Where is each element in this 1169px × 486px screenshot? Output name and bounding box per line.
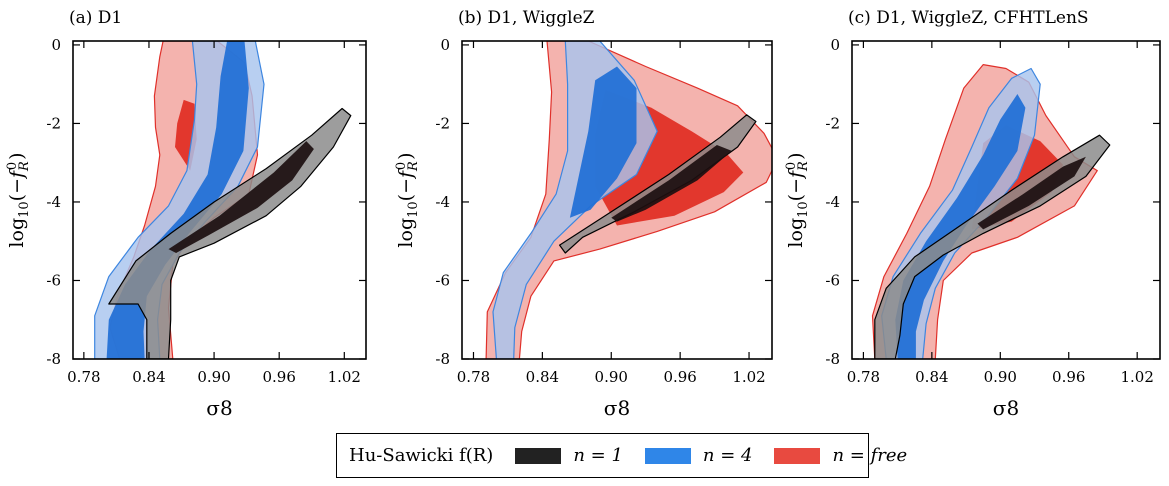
legend-swatch-n1 — [515, 447, 562, 464]
y-tick-label: -6 — [825, 271, 840, 289]
y-tick-label: -4 — [46, 193, 61, 211]
x-tick-label: 0.84 — [132, 368, 165, 386]
legend-label-nfree: n = free — [832, 445, 908, 466]
y-axis-label: log10(−fR0) — [5, 152, 32, 247]
x-tick-label: 0.78 — [457, 368, 490, 386]
x-tick-label: 0.96 — [262, 368, 295, 386]
y-tick-label: 0 — [830, 36, 840, 54]
y-tick-label: -8 — [825, 350, 840, 368]
contour-n1-68 — [168, 141, 314, 253]
panel-1: 0.78 0.84 0.90 0.96 1.02 0 -2 -4 -6 -8 (a) D1 σ8 log… — [5, 8, 367, 420]
panel-title: (a) D1 — [69, 8, 122, 28]
panel-title: (c) D1, WiggleZ, CFHTLenS — [848, 8, 1089, 28]
y-tick-label: -8 — [435, 350, 450, 368]
x-tick-label: 0.84 — [915, 368, 948, 386]
legend-entry-n1: n = 1 — [515, 445, 623, 466]
legend-entry-n4: n = 4 — [644, 445, 753, 466]
panel-title: (b) D1, WiggleZ — [458, 8, 595, 28]
y-tick-label: -4 — [435, 193, 450, 211]
contour-n4-68 — [569, 66, 637, 218]
legend-swatch-n4 — [644, 447, 691, 464]
x-tick-label: 1.02 — [732, 368, 765, 386]
x-tick-label: 1.02 — [328, 368, 361, 386]
x-tick-label: 0.78 — [847, 368, 880, 386]
plot-frame — [461, 40, 773, 360]
plot-frame — [72, 40, 367, 360]
y-axis-label: log10(−fR0) — [394, 152, 421, 247]
x-axis-label: σ8 — [206, 396, 232, 420]
y-tick-label: -2 — [46, 114, 61, 132]
x-axis-label: σ8 — [993, 396, 1019, 420]
y-tick-label: -8 — [46, 350, 61, 368]
y-tick-label: -6 — [46, 271, 61, 289]
y-axis-label: log10(−fR0) — [784, 152, 811, 247]
x-axis-label: σ8 — [604, 396, 630, 420]
y-tick-label: 0 — [51, 36, 61, 54]
y-tick-label: -2 — [825, 114, 840, 132]
x-tick-label: 1.02 — [1120, 368, 1153, 386]
contour-n1-68 — [611, 145, 732, 222]
legend-swatch-nfree — [774, 447, 821, 464]
y-tick-label: -2 — [435, 114, 450, 132]
x-tick-label: 0.96 — [1052, 368, 1085, 386]
x-tick-label: 0.84 — [526, 368, 559, 386]
panel-2: 0.78 0.84 0.90 0.96 1.02 0 -2 -4 -6 -8 (b) D1, Wig… — [394, 8, 773, 420]
y-tick-label: -6 — [435, 271, 450, 289]
y-tick-label: 0 — [440, 36, 450, 54]
contour-n1-95 — [559, 114, 757, 254]
y-tick-label: -4 — [825, 193, 840, 211]
legend-label-n1: n = 1 — [573, 445, 623, 466]
legend-title: Hu-Sawicki f(R) — [349, 445, 494, 466]
contour-n1-68 — [977, 156, 1086, 230]
x-tick-label: 0.78 — [67, 368, 100, 386]
x-tick-label: 0.90 — [984, 368, 1017, 386]
legend-entry-nfree: n = free — [774, 445, 907, 466]
panel-3: 0.78 0.84 0.90 0.96 1.02 0 -2 -4 -6 -8 (c) D1, Wig… — [784, 8, 1161, 420]
legend-label-n4: n = 4 — [702, 445, 753, 466]
contour-area — [871, 63, 1111, 359]
x-tick-label: 0.96 — [663, 368, 696, 386]
x-tick-label: 0.90 — [197, 368, 230, 386]
plot-frame — [851, 40, 1161, 360]
x-tick-label: 0.90 — [595, 368, 628, 386]
contour-area — [485, 41, 772, 359]
legend: Hu-Sawicki f(R) n = 1 n = 4 n = free — [336, 433, 907, 478]
contour-area — [94, 41, 352, 359]
